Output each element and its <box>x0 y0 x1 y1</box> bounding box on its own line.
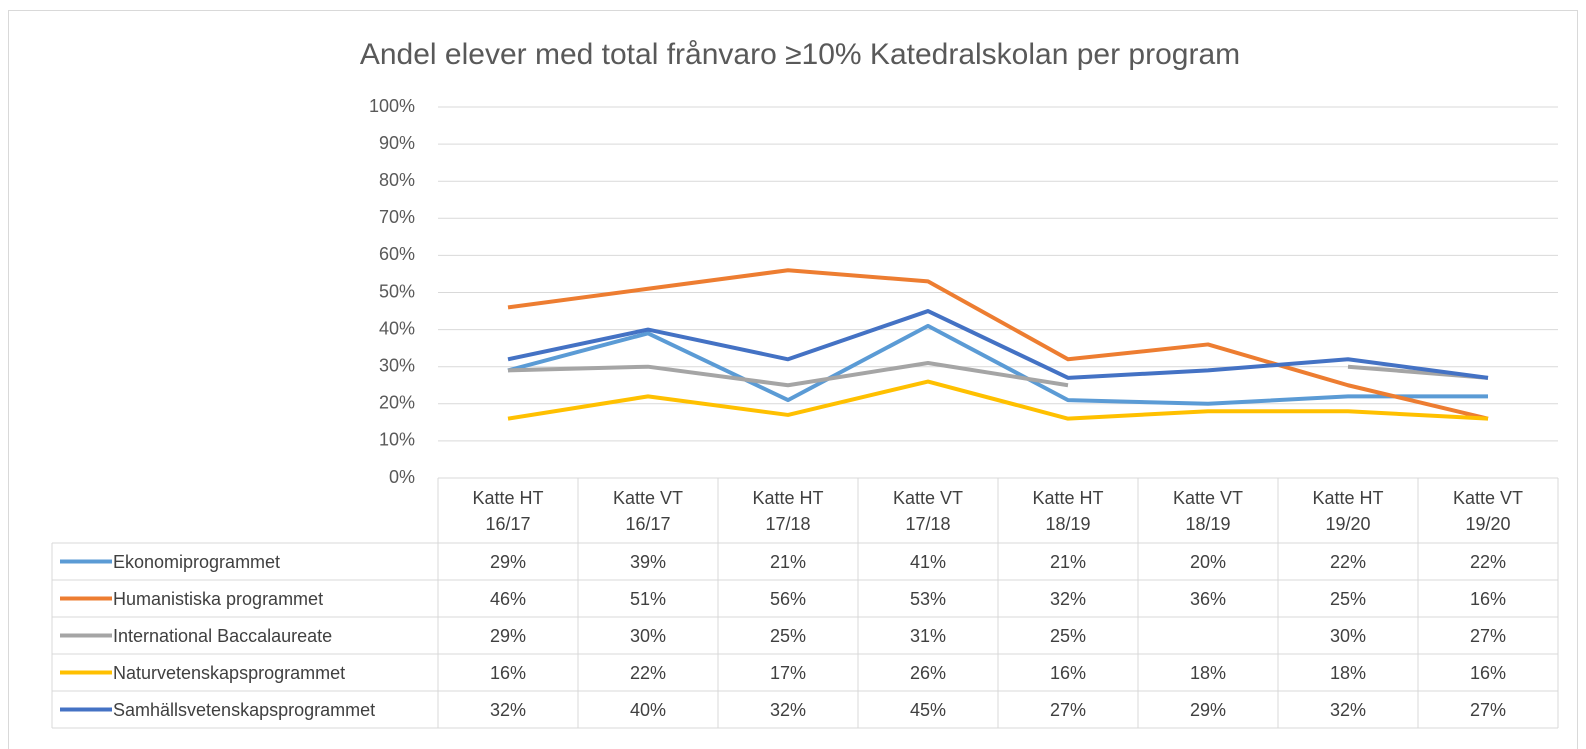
table-value: 32% <box>769 699 807 720</box>
table-value: 40% <box>629 699 667 720</box>
y-tick-label: 0% <box>389 467 415 487</box>
series-line <box>507 309 1489 380</box>
x-tick-label: Katte VT 17/18 <box>892 487 964 534</box>
table-value: 27% <box>1469 625 1507 646</box>
table-value: 27% <box>1469 699 1507 720</box>
legend-label: Naturvetenskapsprogrammet <box>113 662 346 683</box>
y-tick-label: 80% <box>379 170 415 190</box>
table-value: 32% <box>1049 588 1087 609</box>
chart-title: Andel elever med total frånvaro ≥10% Kat… <box>360 38 1240 71</box>
table-value: 56% <box>769 588 807 609</box>
table-value: 53% <box>909 588 947 609</box>
table-value: 25% <box>769 625 807 646</box>
x-tick-label: Katte HT 19/20 <box>1312 487 1384 534</box>
table-value: 29% <box>1189 699 1227 720</box>
y-tick-label: 100% <box>369 96 415 116</box>
table-value: 27% <box>1049 699 1087 720</box>
y-tick-label: 10% <box>379 430 415 450</box>
table-value: 21% <box>769 551 807 572</box>
y-tick-label: 90% <box>379 133 415 153</box>
table-value: 16% <box>489 662 527 683</box>
x-tick-label: Katte VT 16/17 <box>612 487 684 534</box>
table-value: 25% <box>1049 625 1087 646</box>
y-tick-label: 40% <box>379 318 415 338</box>
table-value: 45% <box>909 699 947 720</box>
table-value: 30% <box>1329 625 1367 646</box>
table-value: 21% <box>1049 551 1087 572</box>
x-tick-label: Katte VT 18/19 <box>1172 487 1244 534</box>
x-tick-label: Katte HT 17/18 <box>752 487 824 534</box>
table-value: 22% <box>629 662 667 683</box>
legend-label: International Baccalaureate <box>113 625 333 646</box>
table-value: 31% <box>909 625 947 646</box>
table-value: 22% <box>1329 551 1367 572</box>
table-value: 51% <box>629 588 667 609</box>
table-value: 16% <box>1469 662 1507 683</box>
table-value: 20% <box>1189 551 1227 572</box>
table-value: 16% <box>1049 662 1087 683</box>
table-value: 17% <box>769 662 807 683</box>
table-value: 18% <box>1329 662 1367 683</box>
table-value: 46% <box>489 588 527 609</box>
table-value: 26% <box>909 662 947 683</box>
table-value: 29% <box>489 551 527 572</box>
chart-frame <box>8 10 1578 749</box>
x-tick-label: Katte HT 16/17 <box>472 487 544 534</box>
table-value: 25% <box>1329 588 1367 609</box>
y-tick-label: 60% <box>379 244 415 264</box>
series-line <box>507 323 1488 406</box>
table-value: 39% <box>629 551 667 572</box>
table-value: 16% <box>1469 588 1507 609</box>
table-value: 30% <box>629 625 667 646</box>
y-tick-label: 50% <box>379 281 415 301</box>
legend-label: Humanistiska programmet <box>113 588 324 609</box>
y-tick-label: 70% <box>379 207 415 227</box>
table-value: 41% <box>909 551 947 572</box>
legend-label: Samhällsvetenskapsprogrammet <box>113 699 376 720</box>
table-value: 18% <box>1189 662 1227 683</box>
table-value: 22% <box>1469 551 1507 572</box>
y-tick-label: 20% <box>379 393 415 413</box>
series-line <box>507 379 1489 421</box>
table-value: 29% <box>489 625 527 646</box>
x-tick-label: Katte HT 18/19 <box>1032 487 1104 534</box>
legend-label: Ekonomiprogrammet <box>113 551 281 572</box>
y-tick-label: 30% <box>379 355 415 375</box>
table-value: 32% <box>489 699 527 720</box>
series-line <box>507 268 1489 421</box>
table-value: 36% <box>1189 588 1227 609</box>
x-tick-label: Katte VT 19/20 <box>1452 487 1524 534</box>
table-value: 32% <box>1329 699 1367 720</box>
